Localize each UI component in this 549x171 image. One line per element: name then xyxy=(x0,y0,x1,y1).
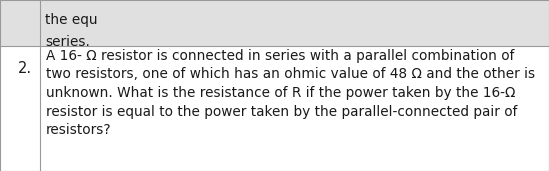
Text: 2.: 2. xyxy=(18,61,32,76)
Text: series.: series. xyxy=(45,35,90,49)
Text: the equ: the equ xyxy=(45,13,98,27)
Text: A 16- Ω resistor is connected in series with a parallel combination of
two resis: A 16- Ω resistor is connected in series … xyxy=(46,49,535,137)
Bar xyxy=(0,46,549,171)
